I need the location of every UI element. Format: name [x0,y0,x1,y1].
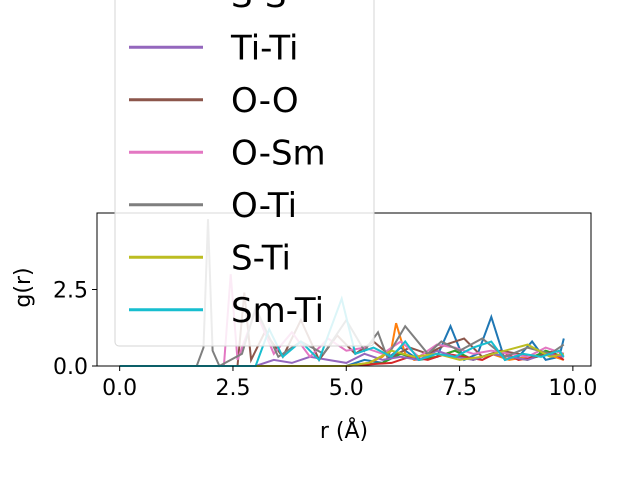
legend-label-ti-ti: Ti-Ti [230,28,299,68]
legend-label-sm-ti: Sm-Ti [231,291,324,331]
legend-label-s-s: S-S [231,0,286,16]
x-tick-label: 7.5 [442,376,477,401]
y-axis-ticks: 0.0 2.5 [53,279,97,380]
legend-label-o-o: O-O [231,81,299,121]
legend-label-s-ti: S-Ti [231,238,291,278]
y-axis-label: g(r) [11,267,36,307]
x-tick-label: 0.0 [102,376,137,401]
legend-label-o-ti: O-Ti [231,186,297,226]
x-tick-label: 5.0 [329,376,364,401]
legend-box [114,0,375,347]
x-axis-label: r (Å) [320,417,368,444]
x-tick-label: 2.5 [215,376,250,401]
legend-label-o-sm: O-Sm [231,133,326,173]
x-tick-label: 10.0 [548,376,597,401]
y-tick-label: 0.0 [53,355,88,380]
y-tick-label: 2.5 [53,279,88,304]
x-axis-ticks: 0.0 2.5 5.0 7.5 10.0 [102,366,597,401]
